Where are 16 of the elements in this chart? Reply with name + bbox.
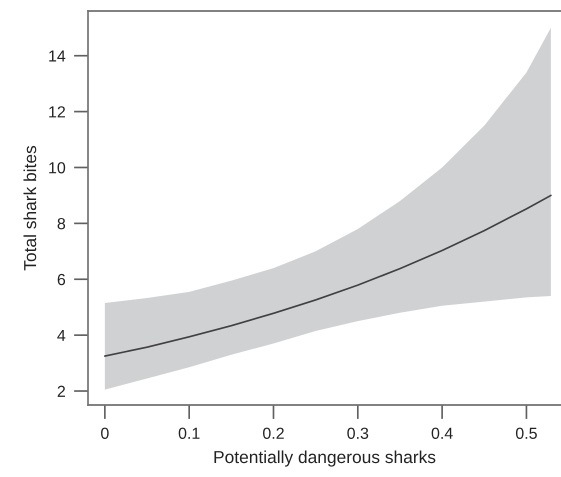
y-tick-label: 14 — [49, 50, 66, 62]
y-tick-label: 2 — [58, 386, 65, 397]
x-tick-label: 0.1 — [178, 428, 200, 439]
x-tick-label: 0.5 — [516, 428, 537, 439]
line-series — [104, 194, 552, 357]
x-tick-label: 0 — [101, 428, 109, 439]
x-tick-label: 0.4 — [432, 428, 453, 439]
y-tick-label: 6 — [58, 274, 66, 286]
x-axis-title: Potentially dangerous sharks — [214, 450, 436, 467]
y-tick-label: 8 — [58, 218, 66, 230]
y-axis-title: Total shark bites — [23, 146, 36, 270]
y-tick-label: 10 — [49, 162, 66, 174]
x-tick-label: 0.3 — [347, 428, 368, 439]
x-tick-label: 0.2 — [263, 428, 284, 439]
y-tick-label: 4 — [57, 330, 66, 341]
y-tick-label: 12 — [49, 106, 65, 118]
